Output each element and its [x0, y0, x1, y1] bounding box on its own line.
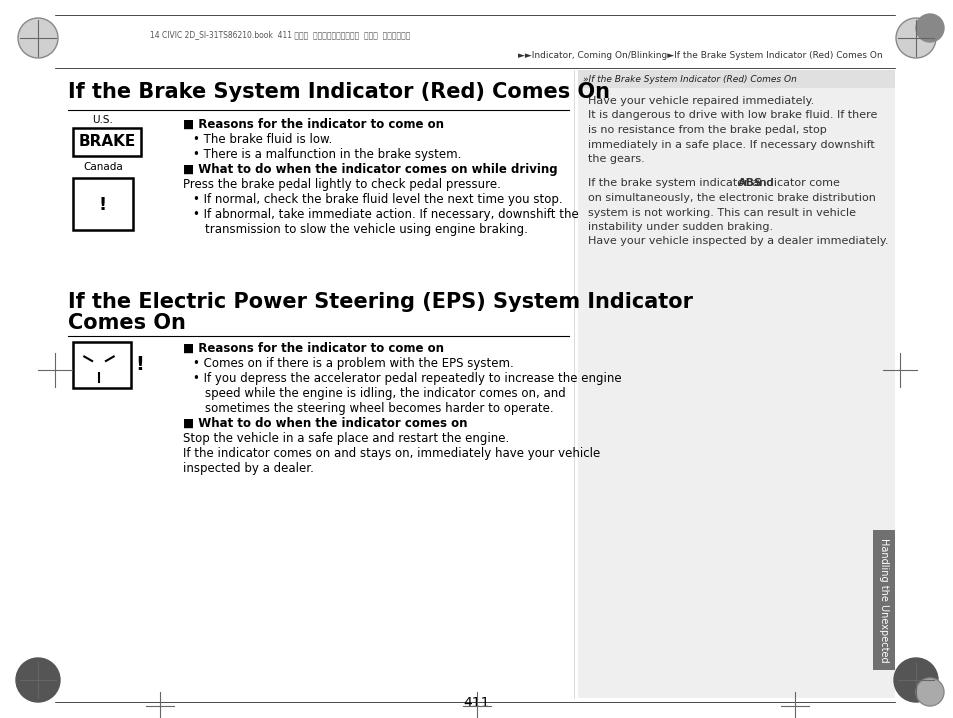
Text: • If normal, check the brake fluid level the next time you stop.: • If normal, check the brake fluid level…: [193, 193, 562, 206]
Text: instability under sudden braking.: instability under sudden braking.: [587, 222, 772, 232]
Text: Press the brake pedal lightly to check pedal pressure.: Press the brake pedal lightly to check p…: [183, 178, 500, 191]
Text: ■ Reasons for the indicator to come on: ■ Reasons for the indicator to come on: [183, 118, 443, 131]
Text: Have your vehicle repaired immediately.: Have your vehicle repaired immediately.: [587, 96, 814, 106]
Text: Stop the vehicle in a safe place and restart the engine.: Stop the vehicle in a safe place and res…: [183, 432, 509, 445]
Text: BRAKE: BRAKE: [78, 134, 135, 149]
Text: Have your vehicle inspected by a dealer immediately.: Have your vehicle inspected by a dealer …: [587, 236, 887, 246]
Text: If the Brake System Indicator (Red) Comes On: If the Brake System Indicator (Red) Come…: [68, 82, 609, 102]
Text: • Comes on if there is a problem with the EPS system.: • Comes on if there is a problem with th…: [193, 357, 514, 370]
Circle shape: [893, 658, 937, 702]
Text: speed while the engine is idling, the indicator comes on, and: speed while the engine is idling, the in…: [205, 387, 565, 400]
Bar: [73, 342, 131, 388]
Text: 14 CIVIC 2D_SI-31TS86210.book  411 ページ  ２０１４年１月２９日  水曜日  午後８時９分: 14 CIVIC 2D_SI-31TS86210.book 411 ページ ２０…: [150, 30, 410, 39]
Text: • The brake fluid is low.: • The brake fluid is low.: [193, 133, 332, 146]
Text: If the indicator comes on and stays on, immediately have your vehicle: If the indicator comes on and stays on, …: [183, 447, 599, 460]
Text: ■ Reasons for the indicator to come on: ■ Reasons for the indicator to come on: [183, 342, 443, 355]
Circle shape: [915, 678, 943, 706]
Circle shape: [915, 14, 943, 42]
Text: Comes On: Comes On: [68, 313, 186, 333]
Bar: [73, 128, 141, 156]
Text: 411: 411: [463, 696, 490, 710]
Circle shape: [16, 658, 60, 702]
Text: the gears.: the gears.: [587, 154, 644, 164]
Text: ■ What to do when the indicator comes on while driving: ■ What to do when the indicator comes on…: [183, 163, 558, 176]
Text: ►►Indicator, Coming On/Blinking►If the Brake System Indicator (Red) Comes On: ►►Indicator, Coming On/Blinking►If the B…: [517, 51, 882, 60]
Text: inspected by a dealer.: inspected by a dealer.: [183, 462, 314, 475]
Text: Handling the Unexpected: Handling the Unexpected: [878, 538, 888, 662]
Text: ABS: ABS: [737, 179, 761, 189]
Bar: [872, 530, 894, 670]
Text: U.S.: U.S.: [92, 115, 113, 125]
Text: ■ What to do when the indicator comes on: ■ What to do when the indicator comes on: [183, 417, 467, 430]
Text: It is dangerous to drive with low brake fluid. If there: It is dangerous to drive with low brake …: [587, 111, 877, 121]
Text: If the brake system indicator and: If the brake system indicator and: [587, 179, 776, 189]
Circle shape: [895, 18, 935, 58]
Text: If the Electric Power Steering (EPS) System Indicator: If the Electric Power Steering (EPS) Sys…: [68, 292, 692, 312]
Text: transmission to slow the vehicle using engine braking.: transmission to slow the vehicle using e…: [205, 223, 527, 236]
Text: !: !: [99, 196, 107, 214]
Text: on simultaneously, the electronic brake distribution: on simultaneously, the electronic brake …: [587, 193, 875, 203]
Text: sometimes the steering wheel becomes harder to operate.: sometimes the steering wheel becomes har…: [205, 402, 553, 415]
Text: indicator come: indicator come: [752, 179, 839, 189]
Bar: [578, 70, 894, 88]
Circle shape: [18, 18, 58, 58]
Text: immediately in a safe place. If necessary downshift: immediately in a safe place. If necessar…: [587, 139, 874, 149]
Text: • If abnormal, take immediate action. If necessary, downshift the: • If abnormal, take immediate action. If…: [193, 208, 578, 221]
Text: »If the Brake System Indicator (Red) Comes On: »If the Brake System Indicator (Red) Com…: [582, 75, 796, 83]
Bar: [73, 178, 132, 230]
Text: system is not working. This can result in vehicle: system is not working. This can result i…: [587, 208, 855, 218]
Bar: [578, 70, 894, 698]
Text: is no resistance from the brake pedal, stop: is no resistance from the brake pedal, s…: [587, 125, 826, 135]
Text: • If you depress the accelerator pedal repeatedly to increase the engine: • If you depress the accelerator pedal r…: [193, 372, 621, 385]
Text: Canada: Canada: [83, 162, 123, 172]
Text: !: !: [135, 355, 144, 375]
Text: • There is a malfunction in the brake system.: • There is a malfunction in the brake sy…: [193, 148, 461, 161]
